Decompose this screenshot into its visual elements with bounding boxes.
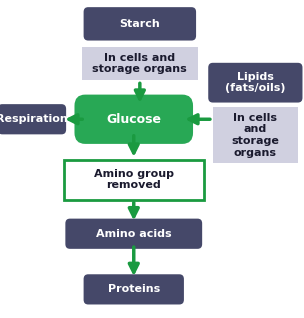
Text: Respiration: Respiration xyxy=(0,114,68,124)
FancyBboxPatch shape xyxy=(82,47,198,80)
Text: Lipids
(fats/oils): Lipids (fats/oils) xyxy=(225,72,286,93)
FancyBboxPatch shape xyxy=(213,107,298,163)
FancyBboxPatch shape xyxy=(84,274,184,305)
Text: Starch: Starch xyxy=(119,19,160,29)
FancyBboxPatch shape xyxy=(64,160,204,200)
Text: Glucose: Glucose xyxy=(106,113,161,126)
FancyBboxPatch shape xyxy=(84,7,196,40)
FancyBboxPatch shape xyxy=(208,63,302,102)
Text: Amino group
removed: Amino group removed xyxy=(94,169,174,190)
FancyBboxPatch shape xyxy=(74,94,193,144)
FancyBboxPatch shape xyxy=(0,104,66,134)
Text: Amino acids: Amino acids xyxy=(96,229,171,239)
Text: In cells
and
storage
organs: In cells and storage organs xyxy=(231,113,279,157)
FancyBboxPatch shape xyxy=(65,219,202,249)
Text: Proteins: Proteins xyxy=(108,284,160,294)
Text: In cells and
storage organs: In cells and storage organs xyxy=(92,53,187,74)
